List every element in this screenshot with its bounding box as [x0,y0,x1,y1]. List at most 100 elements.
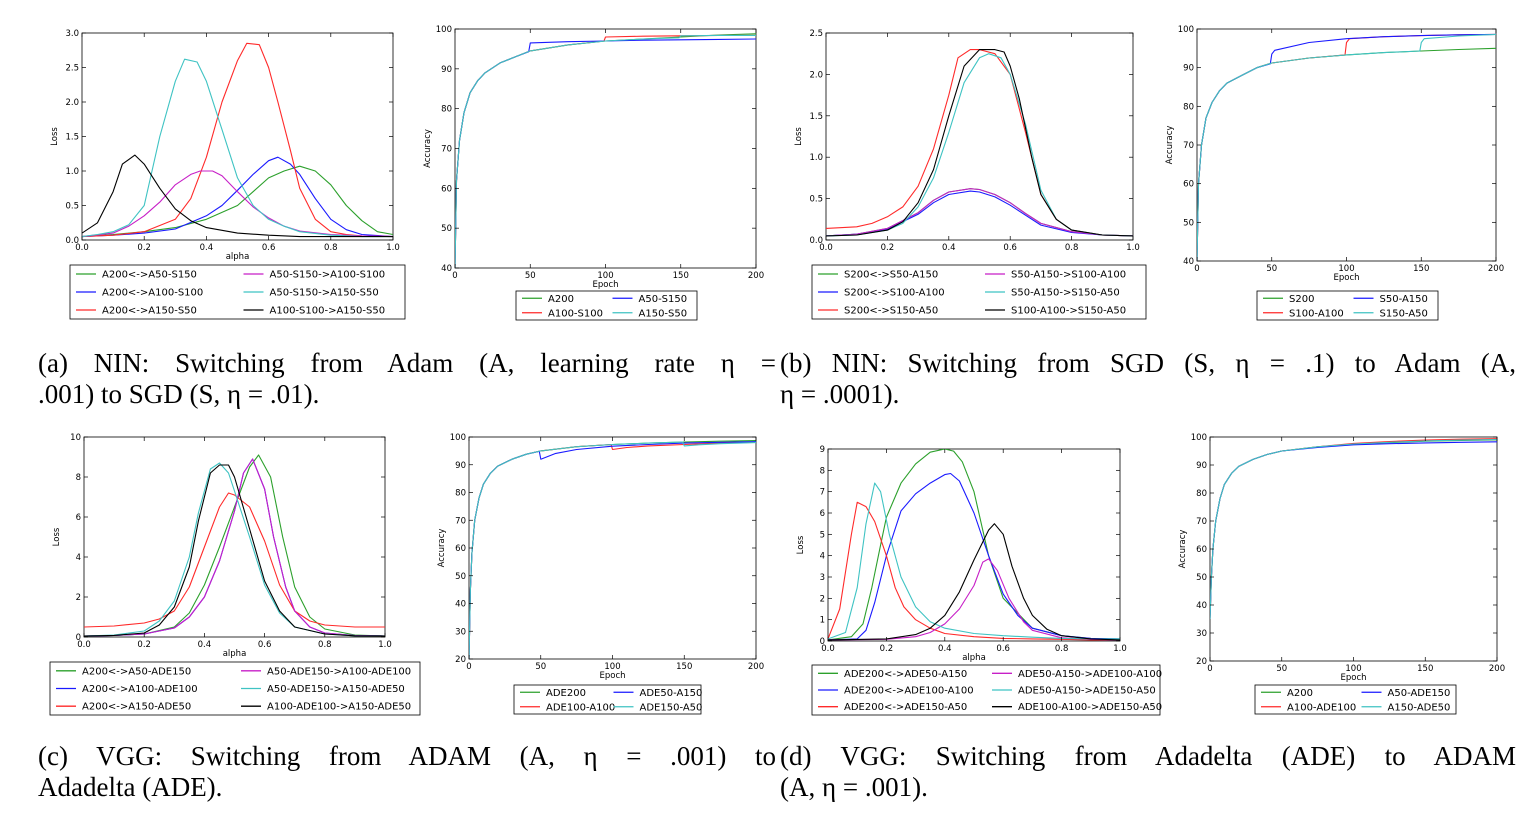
plot-frame [454,28,757,269]
legend-label: S200<->S150-A50 [844,306,938,317]
y-tick-label: 90 [1183,64,1194,74]
y-tick-label: 70 [441,145,452,155]
x-tick-label: 200 [748,271,764,281]
series-line-6 [828,523,1120,641]
x-tick-label: 0.6 [262,243,276,253]
legend-box [1256,290,1439,321]
x-tick-label: 100 [604,662,620,672]
x-tick-label: 1.0 [378,640,392,650]
y-tick-label: 2.0 [809,70,823,80]
legend: A200<->A50-ADE150 A200<->A100-ADE100 A200<… [49,661,421,716]
y-axis-label: Accuracy [437,529,447,568]
series-line-2 [828,472,1120,641]
x-axis-label: alpha [223,649,247,659]
y-tick-label: 4 [76,553,81,563]
legend-label: A100-S100->A150-S50 [270,306,386,317]
series-line-3 [828,501,1120,641]
series-line-4 [82,170,393,238]
caption-c-line1: (c) VGG: Switching from ADAM (A, η = .00… [38,741,776,771]
x-tick-label: 100 [1345,664,1361,674]
legend-label: S200 [1289,294,1314,305]
series-line-4 [1210,438,1497,620]
chart-b-loss: 0.0 0.2 0.4 0.6 0.8 1.0 0.0 0.5 1.0 1.5 2.0 2.5 Loss… [794,29,1147,320]
x-axis-label: Epoch [592,280,618,290]
y-tick-label: 60 [441,184,452,194]
chart-d-loss: 0.0 0.2 0.4 0.6 0.8 1.0 0 1 2 3 4 5 6 7 8 9 alpha Loss ADE… [796,445,1162,716]
y-tick-label: 50 [441,224,452,234]
x-tick-label: 200 [748,662,764,672]
y-tick-label: 50 [1183,218,1194,228]
x-axis-label: Epoch [1333,273,1359,283]
y-tick-label: 1.0 [809,153,823,163]
y-tick-label: 0.5 [809,195,823,205]
legend-label: A200<->A50-S150 [102,270,197,281]
y-tick-label: 50 [1196,573,1207,583]
series-group [82,42,393,238]
x-tick-label: 0.2 [137,243,151,253]
legend-box [811,664,1161,716]
legend-label: ADE100-A100 [546,702,615,713]
y-tick-label: 80 [1183,102,1194,112]
x-tick-label: 0.2 [137,640,151,650]
y-tick-label: 40 [1196,601,1207,611]
y-tick-label: 80 [455,489,466,499]
y-axis-label: Accuracy [423,129,433,168]
series-line-1 [84,454,385,637]
y-tick-label: 90 [455,461,466,471]
caption-a: (a) NIN: Switching from Adam (A, learnin… [38,348,776,410]
legend-label: A50-ADE150 [1388,688,1451,699]
legend-box [1254,684,1457,715]
caption-a-line1: (a) NIN: Switching from Adam (A, learnin… [38,348,776,378]
plot-frame [81,32,394,241]
y-tick-label: 8 [820,466,825,476]
caption-c: (c) VGG: Switching from ADAM (A, η = .00… [38,741,776,803]
legend-label: A50-S150->A150-S50 [270,288,379,299]
legend-box [515,290,698,321]
x-tick-label: 0.4 [200,243,214,253]
x-tick-label: 150 [676,662,692,672]
legend-label: A200<->A100-ADE100 [82,684,198,695]
legend-label: A200 [1287,688,1313,699]
y-tick-label: 20 [455,655,466,665]
y-tick-label: 2.5 [809,29,823,39]
x-tick-label: 0.0 [75,243,89,253]
legend-label: ADE100-A100->ADE150-A50 [1018,702,1162,713]
y-tick-label: 10 [70,433,81,443]
x-tick-label: 0 [466,662,471,672]
y-tick-label: 2 [820,594,825,604]
y-tick-label: 80 [1196,489,1207,499]
caption-d-line1: (d) VGG: Switching from Adadelta (ADE) t… [780,741,1516,771]
x-tick-label: 0.0 [819,243,833,253]
caption-a-line2: .001) to SGD (S, η = .01). [38,379,320,409]
legend-label: A50-ADE150->A150-ADE50 [267,684,405,695]
series-line-2 [82,156,393,238]
plot-frame [468,436,757,660]
x-tick-label: 0.8 [324,243,338,253]
y-tick-label: 70 [1196,517,1207,527]
chart-a-acc: 0 50 100 150 200405060708090100EpochAccuracy… [423,25,764,321]
legend-box [49,661,421,716]
chart-c-acc: 0 50 100 150 2002030405060708090100EpochAccu… [437,433,764,715]
y-tick-label: 2.5 [65,64,79,74]
y-tick-label: 100 [1178,25,1194,35]
series-group [826,49,1133,237]
legend-label: S50-A150->S100-A100 [1011,270,1126,281]
x-tick-label: 100 [597,271,613,281]
chart-a-loss: 0.0 0.2 0.4 0.6 0.8 1.0 0.0 0.5 1.0 1.5 2.0 2.5 3.0 a… [50,29,406,320]
legend-label: S150-A50 [1380,308,1428,319]
y-tick-label: 0 [76,633,81,643]
x-tick-label: 200 [1489,664,1505,674]
legend: A200<->A50-S150 A200<->A100-S100 A200<->A1… [69,264,406,320]
series-line-4 [1197,33,1496,261]
series-line-6 [826,49,1133,237]
x-tick-label: 0.8 [318,640,332,650]
caption-b: (b) NIN: Switching from SGD (S, η = .1) … [780,348,1516,410]
x-axis-label: alpha [226,252,250,262]
y-tick-label: 40 [1183,257,1194,267]
y-tick-label: 3.0 [65,29,79,39]
legend-label: A50-S150->A100-S100 [270,270,386,281]
y-tick-label: 60 [455,544,466,554]
legend: A200 A100-ADE100 A50-ADE150 A150-ADE50 [1254,684,1457,715]
x-tick-label: 0.2 [880,644,894,654]
legend-label: ADE200<->ADE150-A50 [844,702,967,713]
